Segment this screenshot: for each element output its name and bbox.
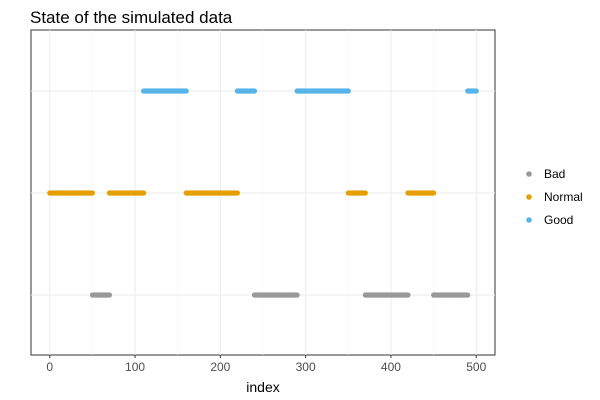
data-point (106, 292, 113, 298)
x-axis-title: index (246, 379, 279, 395)
legend-label-normal: Normal (544, 190, 583, 204)
data-point (234, 190, 241, 196)
data-point (294, 292, 300, 298)
data-point (345, 88, 351, 94)
legend-label-good: Good (544, 213, 573, 227)
legend-key-bad (526, 171, 532, 177)
x-axis-ticks: 0 100 200 300 400 500 (46, 355, 487, 374)
x-tick-label: 500 (466, 360, 486, 374)
x-tick-label: 300 (296, 360, 316, 374)
data-point (362, 190, 368, 196)
series-good (140, 88, 479, 94)
data-point (405, 292, 411, 298)
legend-key-normal (526, 194, 532, 200)
legend-label-bad: Bad (544, 167, 565, 181)
data-point (89, 190, 96, 196)
data-point (140, 190, 147, 196)
x-tick-label: 200 (210, 360, 230, 374)
data-point (465, 292, 471, 298)
data-point (183, 88, 189, 94)
series-bad (89, 292, 471, 298)
series-normal (47, 190, 437, 196)
data-point (430, 190, 437, 196)
legend-key-good (526, 217, 532, 223)
chart-title: State of the simulated data (30, 8, 233, 27)
x-tick-label: 100 (125, 360, 145, 374)
data-point (251, 88, 258, 94)
legend: Bad Normal Good (526, 167, 583, 227)
x-tick-label: 400 (381, 360, 401, 374)
data-point (473, 88, 479, 94)
x-tick-label: 0 (46, 360, 53, 374)
data-points (47, 88, 479, 298)
